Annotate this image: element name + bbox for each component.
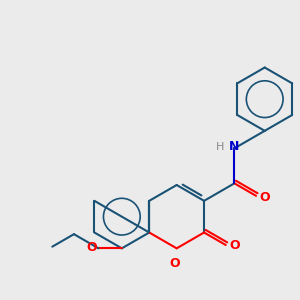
Text: N: N — [229, 140, 240, 153]
Text: O: O — [170, 257, 180, 270]
Text: H: H — [216, 142, 224, 152]
Text: O: O — [86, 241, 97, 254]
Text: O: O — [230, 238, 240, 251]
Text: O: O — [260, 191, 270, 204]
